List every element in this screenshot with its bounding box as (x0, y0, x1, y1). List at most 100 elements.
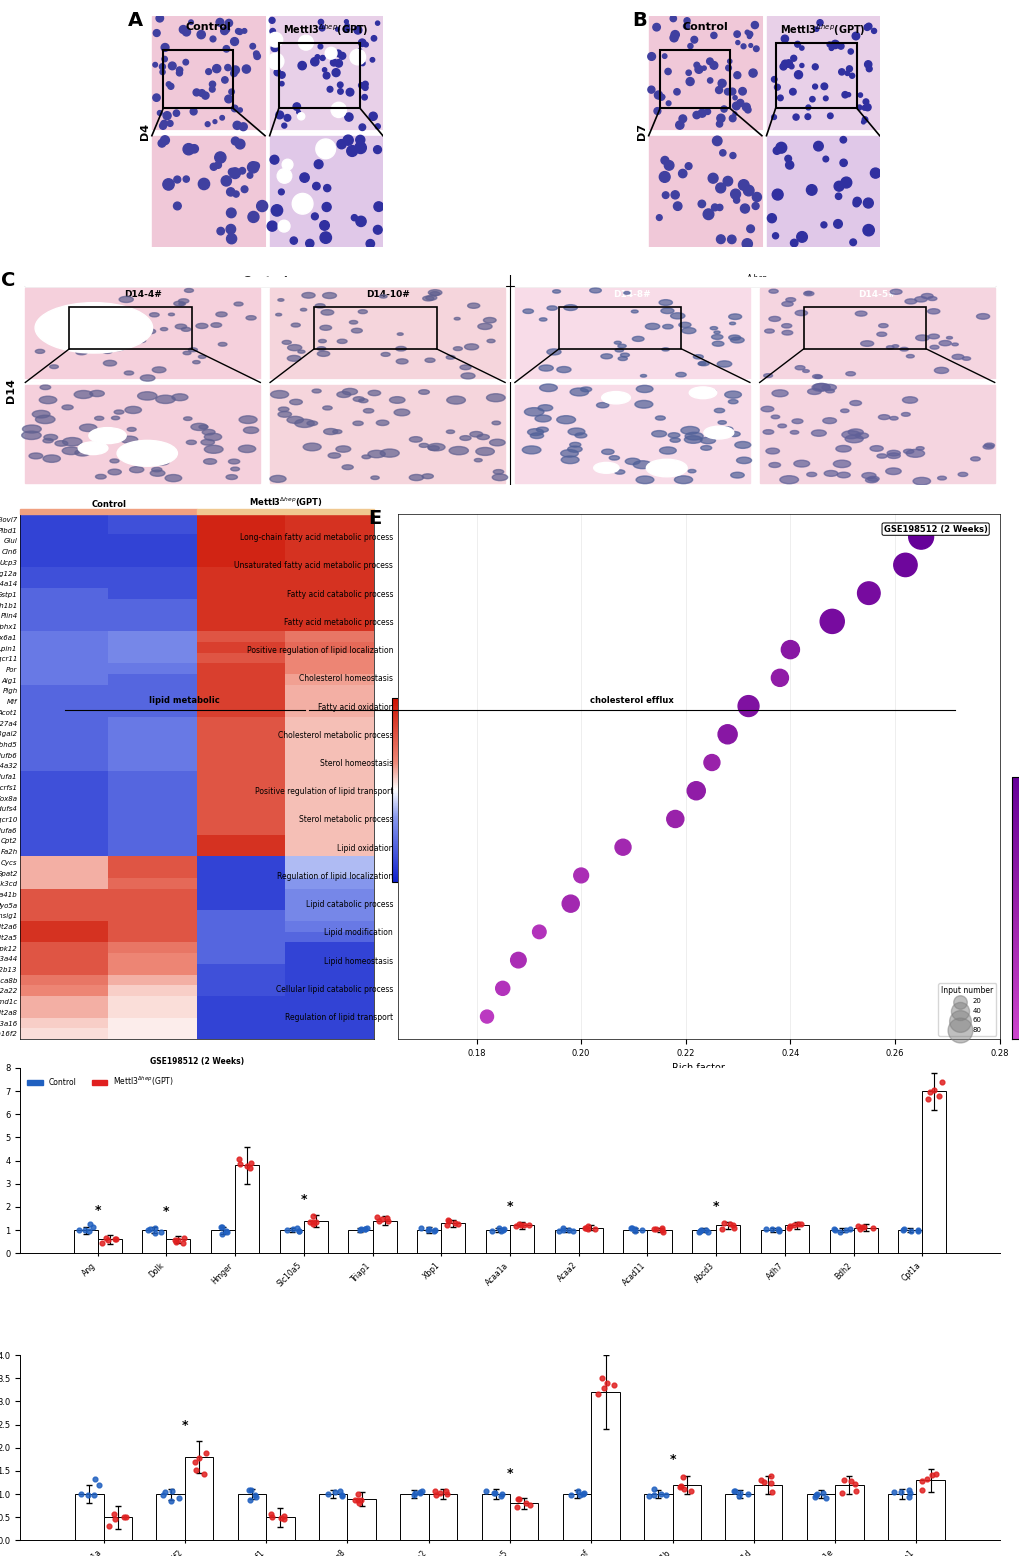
Circle shape (282, 341, 291, 344)
Circle shape (368, 450, 385, 457)
Bar (515, 277, 994, 286)
Point (782, 636, 798, 661)
Circle shape (704, 109, 710, 115)
Circle shape (95, 417, 104, 420)
Circle shape (317, 347, 325, 350)
Circle shape (60, 314, 69, 319)
Bar (269, 135, 382, 246)
Circle shape (861, 120, 864, 124)
Point (79, 1483, 96, 1508)
Circle shape (920, 294, 932, 299)
Point (720, 1212, 737, 1237)
Circle shape (215, 162, 221, 168)
Circle shape (112, 345, 124, 350)
Circle shape (60, 341, 68, 345)
Circle shape (231, 137, 239, 145)
Circle shape (775, 142, 786, 152)
Point (575, 1480, 591, 1505)
Circle shape (835, 445, 851, 451)
Circle shape (351, 53, 362, 64)
Circle shape (669, 313, 684, 319)
Circle shape (275, 110, 283, 118)
Point (420, 1217, 436, 1242)
Circle shape (301, 308, 307, 311)
Circle shape (794, 42, 800, 47)
Circle shape (738, 87, 746, 95)
Bar (417, 1231, 441, 1253)
Circle shape (820, 223, 826, 227)
Circle shape (474, 459, 482, 462)
Circle shape (362, 454, 370, 459)
Bar (765, 135, 878, 246)
Circle shape (766, 213, 775, 223)
Circle shape (359, 124, 365, 131)
Circle shape (351, 215, 357, 221)
Circle shape (618, 356, 627, 361)
Circle shape (658, 300, 672, 305)
Circle shape (740, 204, 749, 213)
Circle shape (223, 45, 229, 51)
Bar (648, 16, 761, 131)
Circle shape (492, 475, 507, 481)
Circle shape (614, 470, 625, 475)
Circle shape (201, 439, 214, 445)
Point (420, 1217, 436, 1242)
Circle shape (716, 204, 722, 210)
Circle shape (161, 44, 169, 51)
Circle shape (614, 349, 623, 352)
Circle shape (697, 363, 705, 366)
Circle shape (322, 68, 326, 72)
Circle shape (855, 311, 866, 316)
Bar (481, 1494, 510, 1540)
Circle shape (282, 159, 292, 170)
Circle shape (184, 288, 194, 293)
Circle shape (89, 428, 126, 443)
Point (645, 1483, 661, 1508)
Text: Control: Control (185, 22, 231, 33)
Bar (25, 384, 260, 484)
Circle shape (671, 191, 679, 199)
Circle shape (720, 106, 727, 112)
Circle shape (315, 54, 320, 59)
Circle shape (362, 81, 368, 87)
Circle shape (753, 47, 758, 51)
Circle shape (791, 419, 802, 423)
Circle shape (742, 238, 752, 249)
Circle shape (861, 473, 875, 479)
Point (580, 1217, 596, 1242)
Circle shape (862, 198, 872, 209)
Circle shape (764, 328, 773, 333)
Circle shape (270, 28, 275, 34)
Circle shape (658, 93, 664, 100)
Circle shape (419, 443, 428, 448)
Point (769, 1217, 786, 1242)
Point (781, 1215, 797, 1240)
Circle shape (395, 359, 408, 364)
Circle shape (539, 317, 546, 321)
Circle shape (938, 341, 951, 345)
Circle shape (275, 313, 281, 316)
Point (279, 1218, 296, 1243)
Circle shape (477, 324, 491, 330)
Circle shape (476, 448, 494, 456)
Circle shape (119, 296, 133, 302)
Circle shape (727, 59, 732, 64)
Point (196, 1461, 212, 1486)
Circle shape (744, 107, 750, 114)
Bar (348, 1231, 372, 1253)
Circle shape (270, 156, 278, 163)
Circle shape (168, 84, 173, 89)
Point (691, 1218, 707, 1243)
Circle shape (773, 84, 780, 90)
Circle shape (780, 476, 798, 484)
Point (440, 1207, 457, 1232)
Circle shape (226, 475, 237, 479)
Bar (270, 288, 504, 380)
Circle shape (768, 289, 777, 293)
Point (531, 920, 547, 944)
Circle shape (178, 302, 185, 305)
Circle shape (975, 314, 988, 319)
Point (87, 1467, 103, 1492)
Circle shape (235, 28, 240, 34)
Point (900, 1478, 916, 1503)
